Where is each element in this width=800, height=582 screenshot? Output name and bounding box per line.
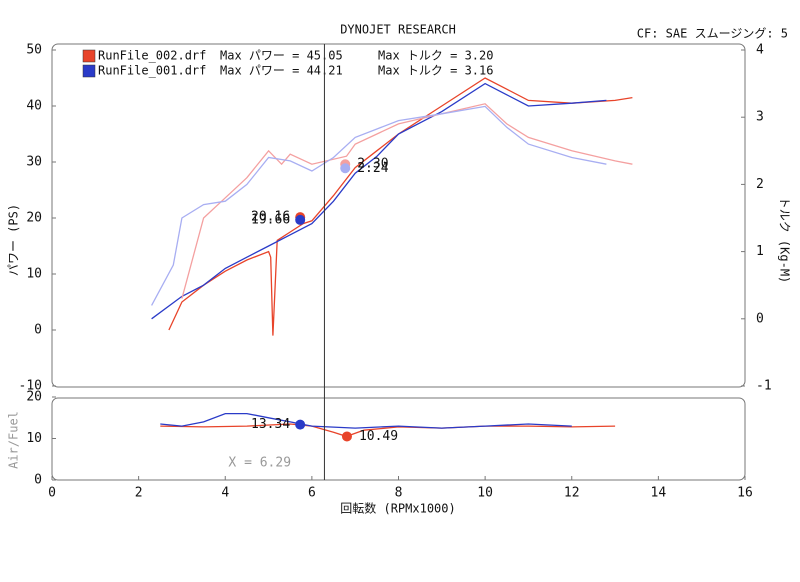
- y-tick-label: 30: [26, 155, 42, 170]
- legend-name: RunFile_001.drf: [98, 64, 206, 78]
- y2-axis-label: トルク (Kg-M): [778, 197, 792, 284]
- x-tick-label: 16: [737, 486, 753, 501]
- x-tick-label: 2: [135, 486, 143, 501]
- y-tick-label: 0: [34, 323, 42, 338]
- value-marker: [295, 419, 306, 430]
- power-plot-frame: [51, 43, 746, 388]
- y2-tick-label: 1: [756, 244, 764, 259]
- value-label: 10.49: [359, 429, 398, 444]
- y-tick-label: 10: [26, 267, 42, 282]
- x-axis-label: 回転数 (RPMx1000): [340, 501, 455, 516]
- value-label: 2.24: [357, 161, 388, 176]
- value-marker: [295, 214, 306, 225]
- legend-max-power: Max パワー = 45.05: [220, 49, 343, 63]
- y2-tick-label: 3: [756, 110, 764, 125]
- y2-tick-label: -1: [756, 379, 772, 394]
- series-line: [168, 77, 633, 336]
- legend-max-power: Max パワー = 44.21: [220, 64, 343, 78]
- x-tick-label: 8: [395, 486, 403, 501]
- x-tick-label: 4: [221, 486, 229, 501]
- y-tick-label: 40: [26, 99, 42, 114]
- value-label: 2.30: [357, 157, 388, 172]
- x-tick-label: 12: [564, 486, 580, 501]
- legend-swatch: [82, 64, 96, 78]
- legend-swatch: [82, 49, 96, 63]
- y-tick-label: -10: [19, 379, 42, 394]
- chart-title: DYNOJET RESEARCH: [340, 23, 456, 37]
- value-marker: [341, 431, 352, 442]
- value-label: 19.66: [251, 212, 290, 227]
- legend-name: RunFile_002.drf: [98, 49, 206, 63]
- afr-axis-label: Air/Fuel: [7, 411, 21, 469]
- y-tick-label: 0: [34, 473, 42, 488]
- y2-tick-label: 4: [756, 43, 764, 58]
- legend-max-torque: Max トルク = 3.16: [378, 64, 493, 78]
- x-tick-label: 0: [48, 486, 56, 501]
- x-tick-label: 14: [651, 486, 667, 501]
- y-tick-label: 50: [26, 43, 42, 58]
- series-line: [160, 423, 616, 438]
- value-label: 13.34: [251, 417, 290, 432]
- value-label: 20.16: [251, 210, 290, 225]
- cursor-label: X = 6.29: [228, 456, 291, 471]
- y-tick-label: 20: [26, 211, 42, 226]
- y-axis-label: パワー (PS): [7, 204, 21, 276]
- x-tick-label: 10: [477, 486, 493, 501]
- y-tick-label: 20: [26, 390, 42, 405]
- y2-tick-label: 2: [756, 177, 764, 192]
- series-line: [151, 82, 607, 320]
- y-tick-label: 10: [26, 431, 42, 446]
- x-tick-label: 6: [308, 486, 316, 501]
- series-line: [181, 103, 633, 299]
- y2-tick-label: 0: [756, 311, 764, 326]
- series-line: [151, 105, 607, 306]
- value-marker: [340, 163, 351, 174]
- legend-max-torque: Max トルク = 3.20: [378, 49, 493, 63]
- chart-subtitle: CF: SAE スムージング: 5: [637, 27, 788, 41]
